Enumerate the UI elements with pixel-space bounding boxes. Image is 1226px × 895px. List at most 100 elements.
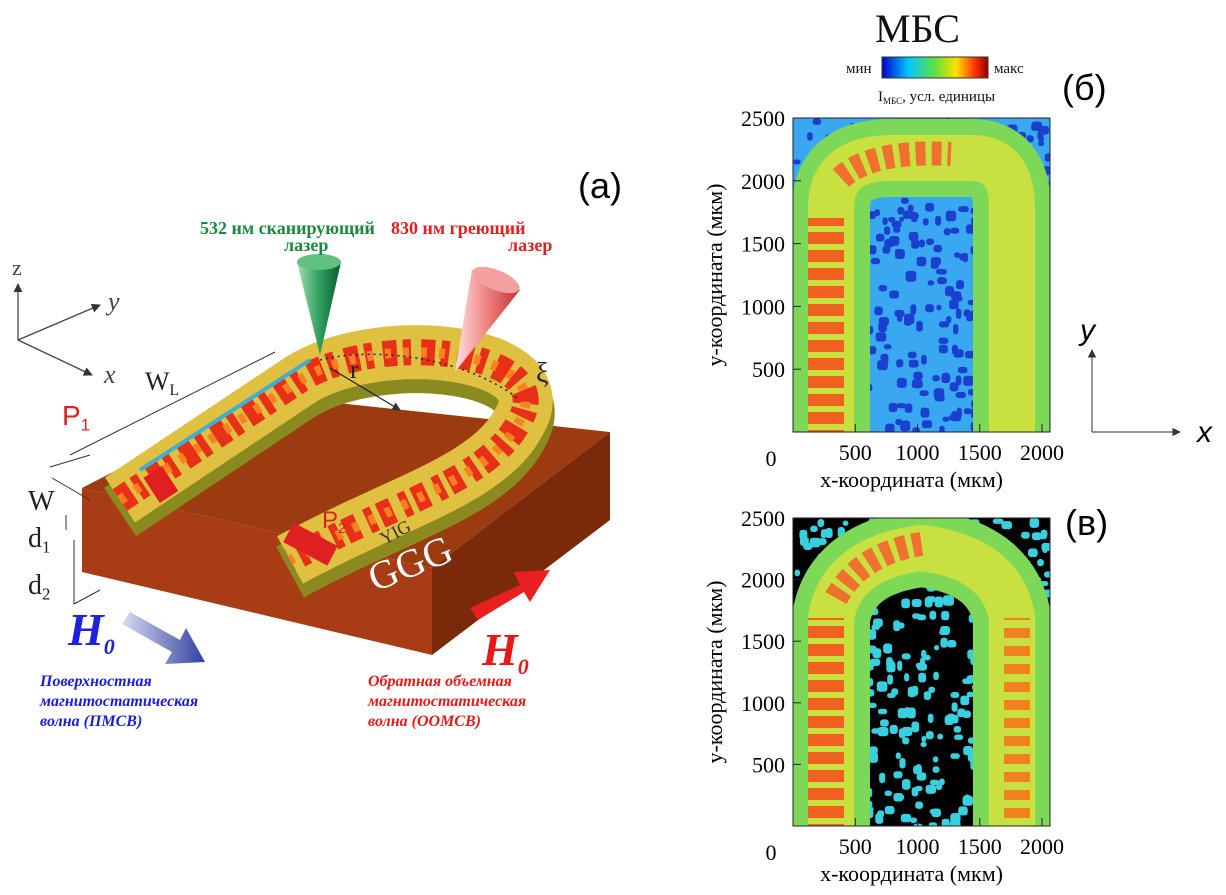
speckle bbox=[942, 417, 949, 422]
speckle bbox=[807, 132, 813, 141]
speckle bbox=[929, 822, 937, 831]
speckle bbox=[1038, 141, 1044, 146]
speckle bbox=[813, 118, 822, 124]
coord-axes bbox=[18, 284, 100, 375]
heatmap-c bbox=[793, 518, 1058, 836]
x-tick-label: 1000 bbox=[896, 440, 940, 465]
speckle bbox=[956, 392, 967, 398]
speckle bbox=[909, 232, 919, 241]
speckle bbox=[869, 746, 878, 754]
speckle bbox=[917, 663, 927, 671]
speckle bbox=[916, 764, 922, 771]
speckle bbox=[875, 813, 883, 824]
speckle bbox=[921, 736, 926, 742]
y-tick-label: 500 bbox=[752, 752, 785, 777]
speckle bbox=[938, 338, 948, 344]
y-tick-label: 2500 bbox=[741, 506, 785, 531]
speckle bbox=[936, 305, 941, 311]
d1-label-main: d bbox=[28, 523, 42, 554]
speckle bbox=[907, 708, 916, 719]
speckle bbox=[825, 528, 832, 538]
speckle bbox=[893, 771, 902, 778]
speckle bbox=[889, 236, 900, 246]
speckle bbox=[897, 661, 902, 671]
speckle bbox=[912, 379, 923, 388]
speckle bbox=[895, 419, 902, 425]
p1-label-main: P bbox=[62, 400, 81, 431]
speckle bbox=[964, 309, 971, 317]
speckle bbox=[926, 785, 936, 794]
speckle bbox=[878, 322, 887, 332]
speckle bbox=[964, 408, 972, 414]
speckle bbox=[931, 264, 939, 269]
d1-label: d1 bbox=[28, 523, 50, 557]
speckle bbox=[887, 693, 896, 698]
speckle bbox=[884, 226, 890, 235]
x-tick-label: 2000 bbox=[1020, 440, 1064, 465]
speckle bbox=[1021, 532, 1030, 539]
speckle bbox=[956, 280, 964, 289]
speckle bbox=[843, 520, 849, 525]
speckle bbox=[922, 420, 932, 428]
speckle bbox=[810, 526, 818, 532]
speckle bbox=[901, 198, 909, 204]
heatmap-b bbox=[793, 118, 1058, 442]
d2-label-main: d bbox=[28, 570, 42, 601]
speckle bbox=[954, 735, 963, 740]
speckle bbox=[890, 725, 898, 734]
speckle bbox=[923, 218, 929, 225]
surface-wave-text: Поверхностная bbox=[39, 673, 152, 690]
panel-label: (в) bbox=[1065, 502, 1108, 543]
x-tick-label: 1000 bbox=[896, 834, 940, 859]
speckle bbox=[899, 217, 904, 222]
speckle bbox=[915, 802, 923, 809]
speckle bbox=[941, 373, 950, 383]
speckle bbox=[910, 304, 916, 315]
p1-label: P1 bbox=[62, 400, 90, 435]
speckle bbox=[896, 752, 901, 759]
speckle bbox=[902, 779, 910, 790]
speckle bbox=[913, 824, 922, 830]
speckle bbox=[937, 734, 943, 740]
speckle bbox=[909, 360, 919, 368]
speckle bbox=[958, 206, 969, 212]
speckle bbox=[894, 310, 904, 317]
speckle bbox=[925, 304, 934, 312]
speckle bbox=[878, 285, 887, 291]
laser-heat: лазер bbox=[508, 235, 552, 255]
speckle bbox=[800, 537, 809, 546]
speckle bbox=[960, 696, 969, 706]
speckle bbox=[962, 710, 971, 718]
speckle bbox=[956, 308, 961, 319]
speckle bbox=[885, 806, 895, 814]
origin-label: 0 bbox=[766, 840, 777, 865]
speckle bbox=[932, 375, 940, 381]
speckle bbox=[878, 727, 889, 736]
speckle bbox=[1038, 130, 1044, 140]
speckle bbox=[908, 352, 917, 359]
speckle bbox=[947, 640, 956, 647]
speckle bbox=[908, 687, 916, 698]
speckle bbox=[902, 653, 911, 659]
laser-scan: лазер bbox=[284, 235, 328, 255]
speckle bbox=[912, 613, 921, 618]
h0-surface-main: H bbox=[67, 604, 105, 655]
speckle bbox=[904, 314, 914, 325]
origin-label: 0 bbox=[766, 446, 777, 471]
speckle bbox=[947, 714, 955, 722]
x-tick-label: 2000 bbox=[1020, 834, 1064, 859]
backward-wave-text: волна (ООМСВ) bbox=[368, 713, 481, 730]
speckle bbox=[921, 355, 927, 365]
speckle bbox=[910, 818, 917, 823]
side-axes bbox=[1092, 350, 1180, 432]
speckle bbox=[906, 271, 917, 282]
panel-label: (б) bbox=[1062, 67, 1107, 108]
speckle bbox=[955, 296, 963, 301]
speckle bbox=[943, 595, 954, 606]
speckle bbox=[795, 569, 800, 576]
speckle bbox=[953, 324, 958, 335]
h0-backward-main: H bbox=[481, 624, 519, 675]
speckle bbox=[876, 234, 884, 242]
speckle bbox=[928, 280, 935, 285]
speckle bbox=[954, 252, 960, 258]
